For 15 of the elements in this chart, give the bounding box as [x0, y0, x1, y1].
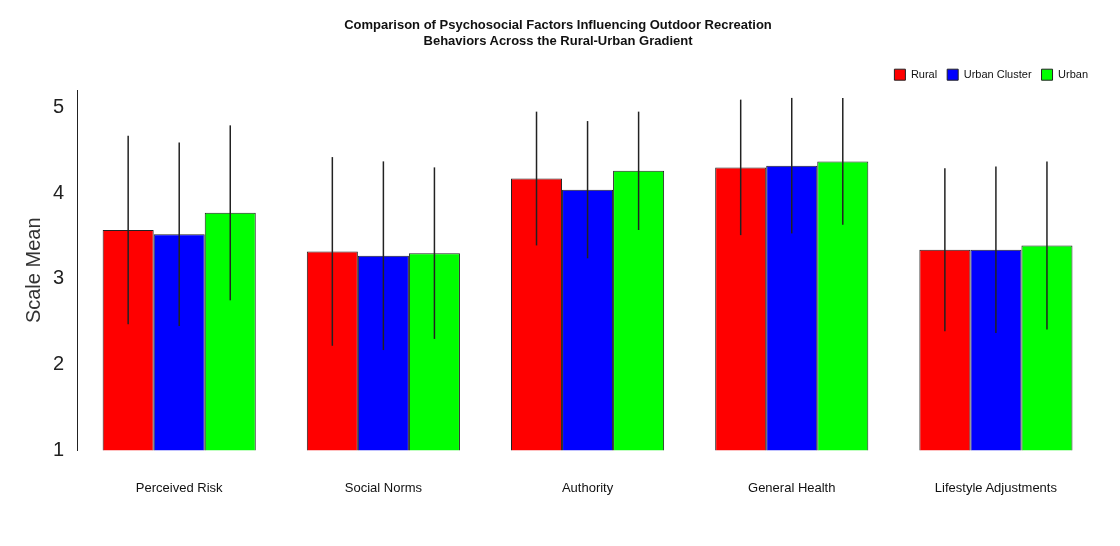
y-tick-label: 2 — [53, 352, 65, 375]
y-tick-label: 3 — [53, 266, 65, 289]
y-tick-label: 5 — [53, 94, 65, 117]
legend-label: Urban — [1058, 67, 1089, 80]
legend-label: Urban Cluster — [963, 67, 1032, 80]
x-tick-label: Lifestyle Adjustments — [934, 479, 1058, 495]
legend-label: Rural — [910, 67, 938, 80]
y-axis-title: Scale Mean — [21, 217, 44, 324]
x-tick-label: General Health — [748, 479, 836, 495]
y-tick-label: 4 — [53, 180, 65, 203]
x-tick-label: Social Norms — [344, 479, 423, 495]
y-tick-label: 1 — [53, 437, 65, 460]
chart-title: Comparison of Psychosocial Factors Influencing Outdoor Recreation Behaviors Across the Rural-Urban Gradient — [344, 17, 772, 48]
x-tick-label: Authority — [561, 479, 614, 495]
x-tick-label: Perceived Risk — [135, 479, 224, 495]
